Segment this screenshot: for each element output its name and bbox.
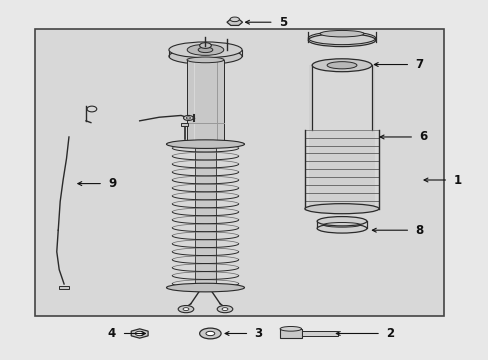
Text: 8: 8 (414, 224, 423, 237)
Text: 1: 1 (453, 174, 461, 186)
Ellipse shape (311, 59, 371, 72)
Ellipse shape (166, 283, 244, 292)
Ellipse shape (183, 308, 188, 311)
Polygon shape (301, 331, 337, 336)
Polygon shape (59, 286, 69, 289)
Ellipse shape (168, 42, 242, 58)
Text: 9: 9 (108, 177, 116, 190)
Ellipse shape (199, 42, 211, 48)
Text: 5: 5 (278, 16, 286, 29)
Ellipse shape (135, 331, 144, 336)
Ellipse shape (178, 306, 193, 313)
Bar (35, 30, 444, 316)
Ellipse shape (305, 204, 378, 214)
Ellipse shape (317, 217, 366, 226)
Polygon shape (194, 144, 216, 291)
Ellipse shape (217, 306, 232, 313)
Ellipse shape (168, 48, 242, 64)
Ellipse shape (187, 44, 224, 55)
Polygon shape (280, 329, 301, 338)
Ellipse shape (183, 116, 193, 121)
Ellipse shape (205, 331, 214, 336)
Ellipse shape (326, 62, 356, 69)
Polygon shape (308, 65, 374, 209)
Ellipse shape (199, 328, 221, 339)
Polygon shape (131, 329, 148, 338)
Text: 7: 7 (414, 58, 423, 71)
Ellipse shape (222, 308, 227, 311)
Ellipse shape (229, 17, 239, 22)
Ellipse shape (307, 34, 375, 46)
Ellipse shape (280, 327, 301, 331)
Text: 2: 2 (385, 327, 393, 340)
Text: 6: 6 (418, 130, 427, 144)
Polygon shape (226, 19, 242, 26)
Polygon shape (311, 65, 371, 130)
Ellipse shape (186, 57, 224, 63)
Ellipse shape (320, 31, 363, 37)
Ellipse shape (166, 140, 244, 148)
Ellipse shape (317, 224, 366, 233)
Polygon shape (180, 123, 188, 126)
Polygon shape (186, 60, 224, 144)
Text: 4: 4 (107, 327, 115, 340)
Ellipse shape (186, 117, 190, 119)
Text: 3: 3 (254, 327, 262, 340)
Ellipse shape (198, 47, 212, 53)
